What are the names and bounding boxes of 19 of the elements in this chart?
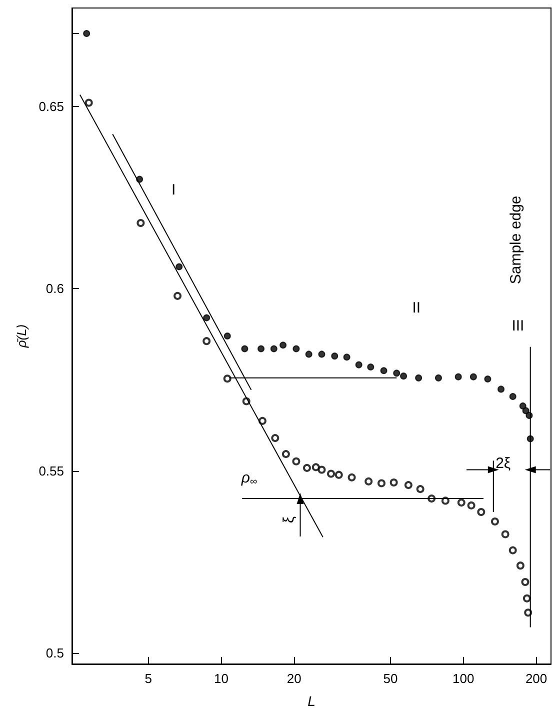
annotation: I: [171, 181, 176, 198]
y-tick-label: 0.6: [46, 281, 64, 296]
annotation: ξ: [280, 516, 298, 524]
x-tick-label: 20: [286, 671, 302, 686]
y-axis-title: ρ̄(L): [14, 324, 29, 349]
annotation: II: [412, 300, 421, 317]
x-tick-label: 10: [214, 671, 228, 686]
text: 0.5: [46, 646, 64, 661]
annotation: ρ∞: [240, 469, 258, 488]
x-tick-label: 5: [144, 671, 152, 686]
x-tick-label: 200: [525, 671, 548, 686]
annotation: 2ξ: [496, 454, 511, 472]
annotation: III: [512, 317, 524, 334]
y-tick-label: 0.65: [38, 98, 64, 114]
x-axis-title: L: [308, 693, 316, 709]
y-tick-label: 0.55: [38, 463, 64, 478]
x-tick-label: 100: [452, 671, 474, 686]
annotation: Sample edge: [508, 196, 525, 284]
x-tick-label: 50: [383, 671, 398, 686]
